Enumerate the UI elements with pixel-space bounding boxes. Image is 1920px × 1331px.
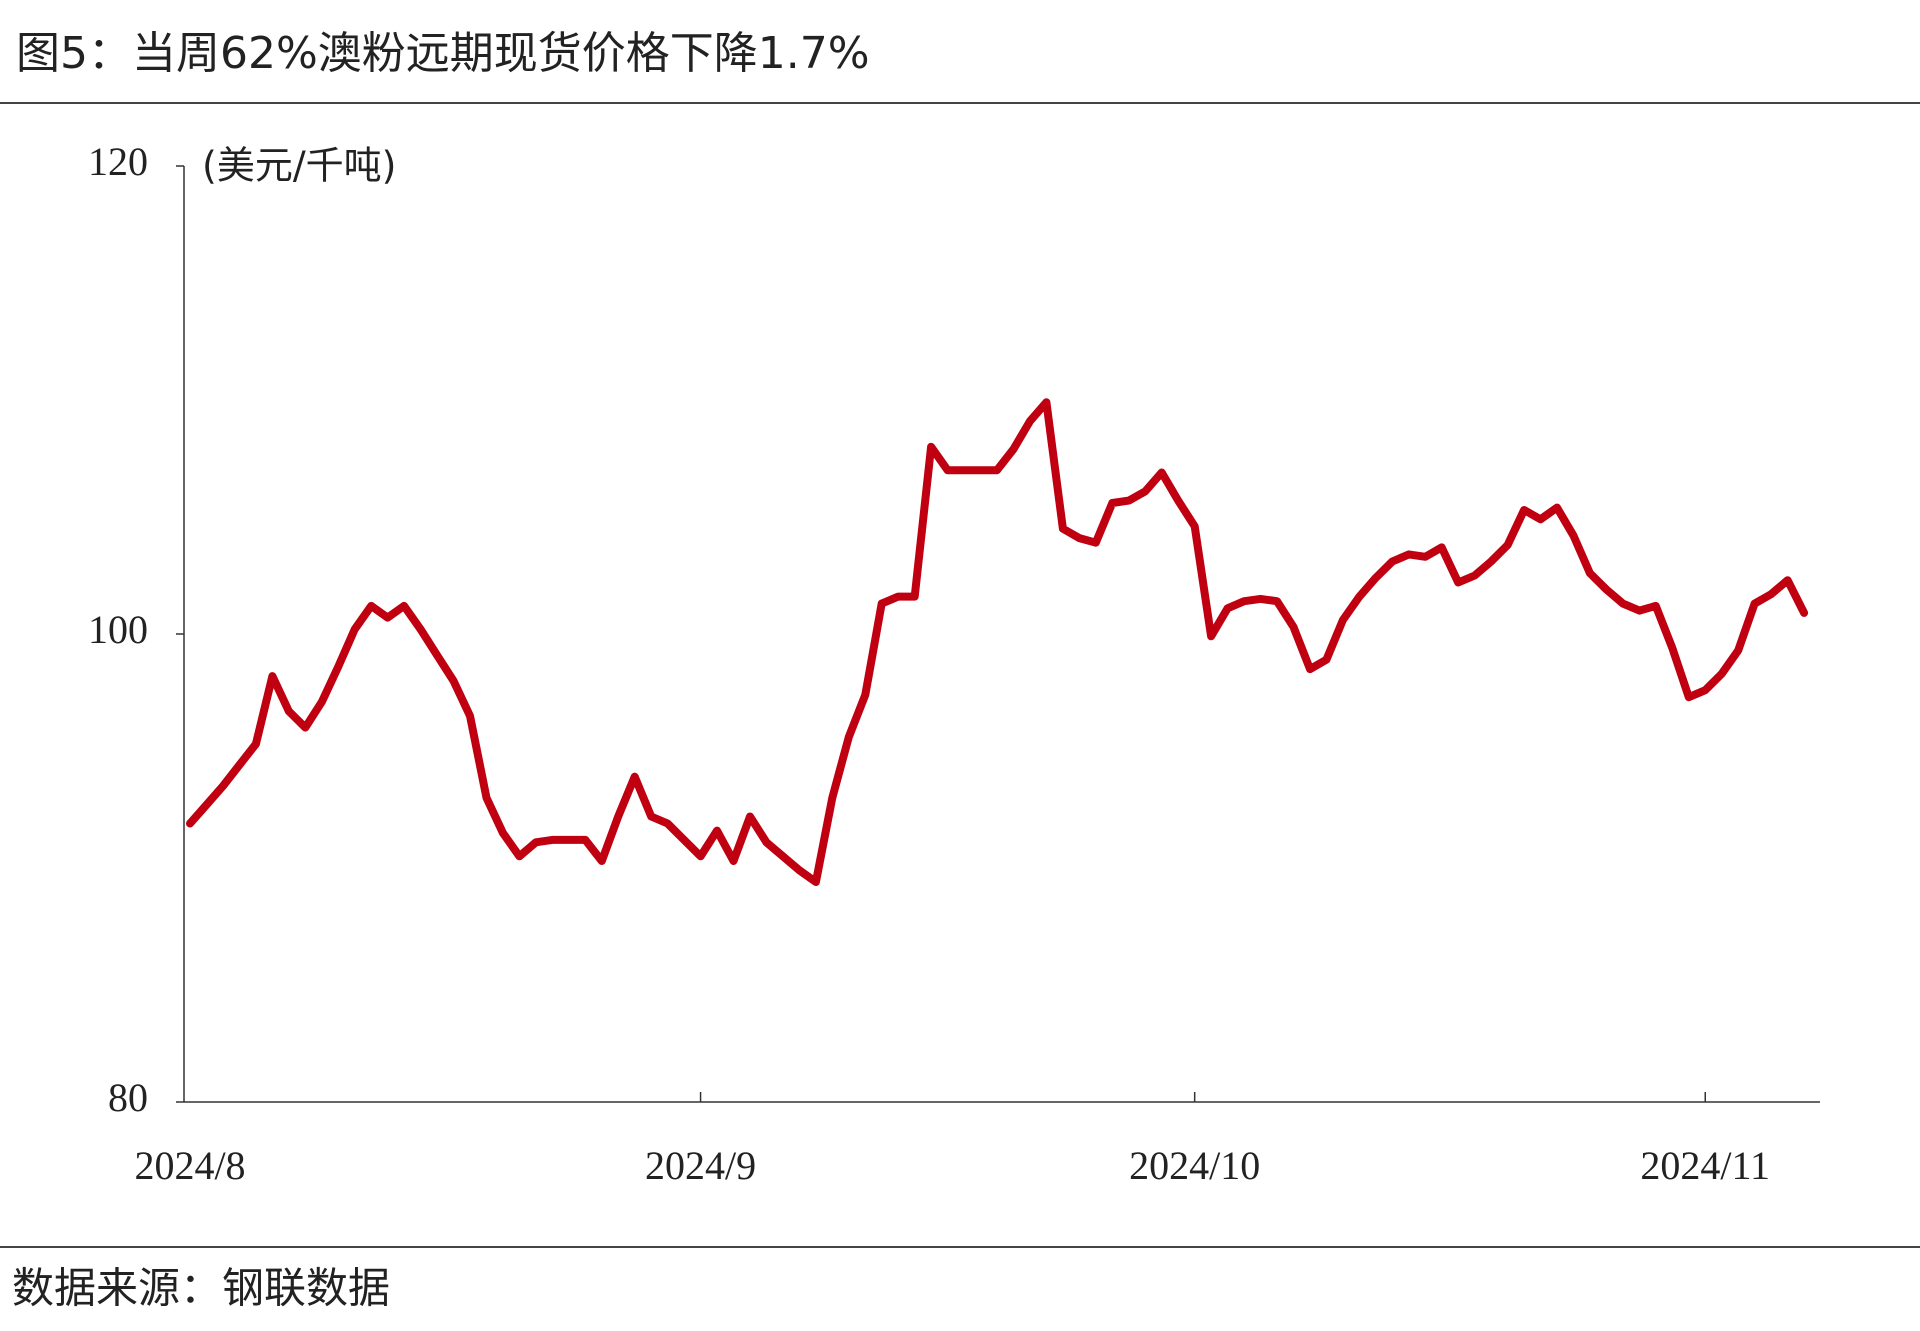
x-tick-label: 2024/11: [1640, 1143, 1770, 1188]
y-axis-label: (美元/千吨): [202, 144, 396, 188]
x-tick-label: 2024/9: [645, 1143, 756, 1188]
y-tick-label: 100: [88, 607, 148, 652]
x-tick-label: 2024/10: [1129, 1143, 1260, 1188]
chart-title: 图5：当周62%澳粉远期现货价格下降1.7%: [16, 28, 870, 79]
price-line: [186, 398, 1809, 886]
y-tick-label: 120: [88, 139, 148, 184]
x-tick-label: 2024/8: [134, 1143, 245, 1188]
source-note: 数据来源：钢联数据: [12, 1264, 390, 1313]
y-tick-label: 80: [108, 1075, 148, 1120]
